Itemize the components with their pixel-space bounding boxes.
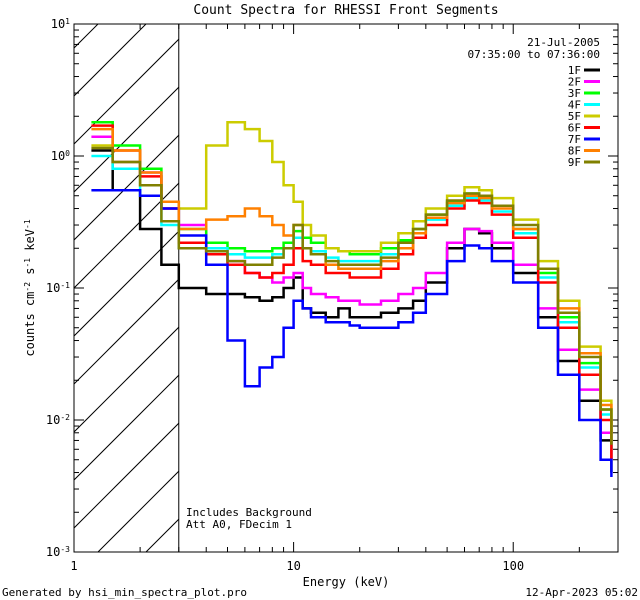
hatched-region — [74, 24, 179, 552]
legend-label-8F: 8F — [568, 145, 581, 158]
legend-label-1F: 1F — [568, 64, 581, 77]
plot-frame — [73, 23, 619, 553]
x-tick-label: 10 — [286, 559, 300, 573]
x-tick-label: 1 — [70, 559, 77, 573]
legend-label-3F: 3F — [568, 87, 581, 100]
y-tick-label: 10-1 — [46, 281, 70, 296]
series-line-8F — [91, 127, 613, 441]
legend-label-2F: 2F — [568, 76, 581, 89]
date-label: 21-Jul-2005 — [527, 36, 600, 49]
legend-label-6F: 6F — [568, 122, 581, 135]
legend-label-7F: 7F — [568, 133, 581, 146]
x-tick-label: 100 — [502, 559, 524, 573]
axis-ticks: 1 10 100 10-3 10-2 10-1 100 101 — [46, 17, 619, 573]
footer-timestamp: 12-Apr-2023 05:02 — [525, 586, 638, 599]
legend-label-9F: 9F — [568, 156, 581, 169]
y-axis-label: counts cm-2 s-1 keV-1 — [23, 219, 38, 356]
series-line-9F — [91, 146, 613, 445]
y-tick-label: 10-2 — [46, 413, 70, 428]
time-range-label: 07:35:00 to 07:36:00 — [468, 48, 600, 61]
legend-label-5F: 5F — [568, 110, 581, 123]
series-line-3F — [91, 121, 613, 450]
series-line-6F — [91, 124, 613, 460]
series-line-7F — [91, 189, 613, 477]
chart-title: Count Spectra for RHESSI Front Segments — [193, 3, 498, 18]
series-line-2F — [91, 135, 613, 460]
y-tick-label: 10-3 — [46, 545, 70, 560]
series-line-4F — [91, 154, 613, 450]
y-tick-label: 101 — [51, 17, 70, 32]
annotation-background: Includes Background — [186, 506, 312, 519]
y-tick-label: 100 — [51, 149, 70, 164]
x-axis-label: Energy (keV) — [303, 575, 390, 589]
footer-generated-by: Generated by hsi_min_spectra_plot.pro — [2, 586, 247, 599]
series-group — [91, 121, 613, 477]
annotation-attenuator: Att A0, FDecim 1 — [186, 518, 292, 531]
series-line-1F — [91, 149, 613, 473]
legend-label-4F: 4F — [568, 99, 581, 112]
